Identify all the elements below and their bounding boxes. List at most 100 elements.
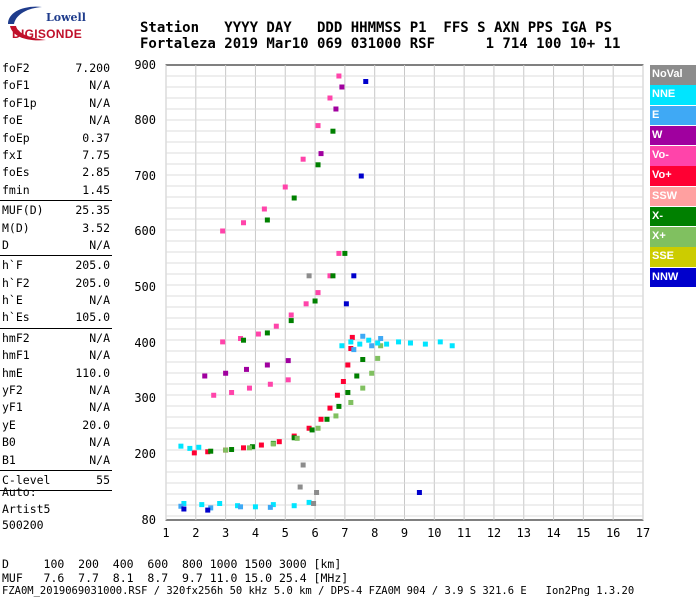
muf-distance-table: D 100 200 400 600 800 1000 1500 3000 [km…: [2, 557, 348, 585]
param-label: hmF1: [2, 348, 30, 363]
param-value: N/A: [89, 293, 110, 308]
header-line-labels: Station YYYY DAY DDD HHMMSS P1 FFS S AXN…: [140, 20, 613, 36]
param-row: hmF1 N/A: [0, 347, 112, 364]
data-point: [396, 339, 402, 345]
data-point: [205, 507, 211, 513]
data-point: [311, 501, 317, 506]
data-point: [264, 362, 270, 368]
data-point: [223, 370, 229, 376]
param-value: N/A: [89, 113, 110, 128]
y-tick-label: 80: [142, 513, 156, 527]
data-point: [309, 427, 315, 433]
data-point: [354, 373, 360, 379]
logo-digisonde-text: DIGISONDE: [12, 27, 83, 41]
param-value: N/A: [89, 435, 110, 450]
param-label: foEs: [2, 165, 30, 180]
x-tick-label: 13: [517, 526, 531, 540]
param-row: h`F 205.0: [0, 257, 112, 274]
data-point: [407, 340, 413, 346]
data-point: [238, 504, 244, 510]
data-point: [315, 162, 321, 168]
data-point: [300, 156, 306, 162]
data-point: [349, 334, 355, 340]
y-tick-label: 600: [134, 224, 156, 238]
artist-version: Artist5: [2, 501, 51, 516]
data-point: [288, 312, 294, 318]
param-value: 7.75: [82, 147, 110, 162]
data-point: [282, 184, 288, 190]
data-point: [360, 333, 366, 339]
param-label: yF2: [2, 383, 23, 398]
param-label: foEp: [2, 130, 30, 145]
data-point: [369, 370, 375, 376]
data-point: [384, 341, 390, 347]
data-point: [314, 490, 320, 495]
param-label: h`E: [2, 293, 23, 308]
param-row: foF1p N/A: [0, 95, 112, 112]
param-row: foF1 N/A: [0, 77, 112, 94]
data-point: [330, 128, 336, 134]
data-point: [345, 390, 351, 395]
param-row: hmF2 N/A: [0, 330, 112, 347]
param-row: fmin 1.45: [0, 182, 112, 199]
param-row: yF1 N/A: [0, 399, 112, 416]
data-point: [196, 444, 202, 450]
param-value: 205.0: [75, 258, 110, 273]
param-row: foEs 2.85: [0, 164, 112, 181]
legend-item: W: [650, 125, 696, 146]
param-value: 2.85: [82, 165, 110, 180]
data-point: [339, 343, 345, 349]
x-tick-label: 1: [162, 526, 169, 540]
data-point: [291, 435, 297, 441]
x-tick-label: 4: [252, 526, 259, 540]
data-point: [255, 331, 261, 337]
data-point: [178, 503, 184, 509]
data-point: [327, 95, 333, 101]
legend-item: X+: [650, 227, 696, 247]
file-info-footer: FZA0M_2019069031000.RSF / 320fx256h 50 k…: [2, 585, 635, 597]
data-point: [285, 377, 291, 383]
data-point: [315, 425, 321, 431]
data-point: [422, 341, 428, 347]
digisonde-logo: Lowell DIGISONDE: [2, 2, 122, 46]
autoscaling-info: Auto: Artist5 500200: [2, 484, 50, 534]
param-label: fxI: [2, 147, 23, 162]
data-point: [348, 339, 354, 345]
param-label: D: [2, 237, 9, 252]
param-label: foE: [2, 113, 23, 128]
data-point: [229, 447, 235, 453]
param-value: N/A: [89, 383, 110, 398]
param-label: foF2: [2, 61, 30, 75]
data-point: [243, 366, 249, 372]
header-line-values: Fortaleza 2019 Mar10 069 031000 RSF 1 71…: [140, 36, 621, 52]
legend-item: SSE: [650, 247, 696, 267]
param-label: C-level: [2, 472, 51, 487]
data-point: [351, 347, 357, 353]
data-point: [342, 250, 348, 256]
data-point: [306, 499, 312, 505]
param-value: N/A: [89, 348, 110, 363]
param-label: B0: [2, 435, 16, 450]
data-point: [217, 501, 223, 506]
data-point: [363, 79, 369, 84]
logo-swoosh-icon: [8, 6, 46, 41]
param-separator: [0, 469, 112, 471]
y-tick-label: 200: [134, 447, 156, 461]
param-value: 110.0: [75, 365, 110, 380]
x-tick-label: 15: [576, 526, 590, 540]
data-point: [202, 373, 208, 379]
station-header: Station YYYY DAY DDD HHMMSS P1 FFS S AXN…: [140, 20, 620, 52]
data-point: [211, 392, 217, 398]
ionogram-chart: 1 2 3 4 5 6 7 8 9 10 11 12 13 14 15 16 17802003004005006…: [134, 58, 650, 540]
data-point: [306, 273, 312, 279]
data-point: [291, 503, 297, 509]
param-value: 1.45: [82, 182, 110, 197]
data-point: [252, 504, 258, 510]
data-point: [339, 84, 345, 90]
legend-item: SSW: [650, 186, 696, 206]
param-row: yE 20.0: [0, 417, 112, 434]
y-tick-label: 400: [134, 336, 156, 350]
data-point: [220, 339, 226, 345]
data-point: [264, 330, 270, 336]
data-point: [348, 399, 354, 405]
